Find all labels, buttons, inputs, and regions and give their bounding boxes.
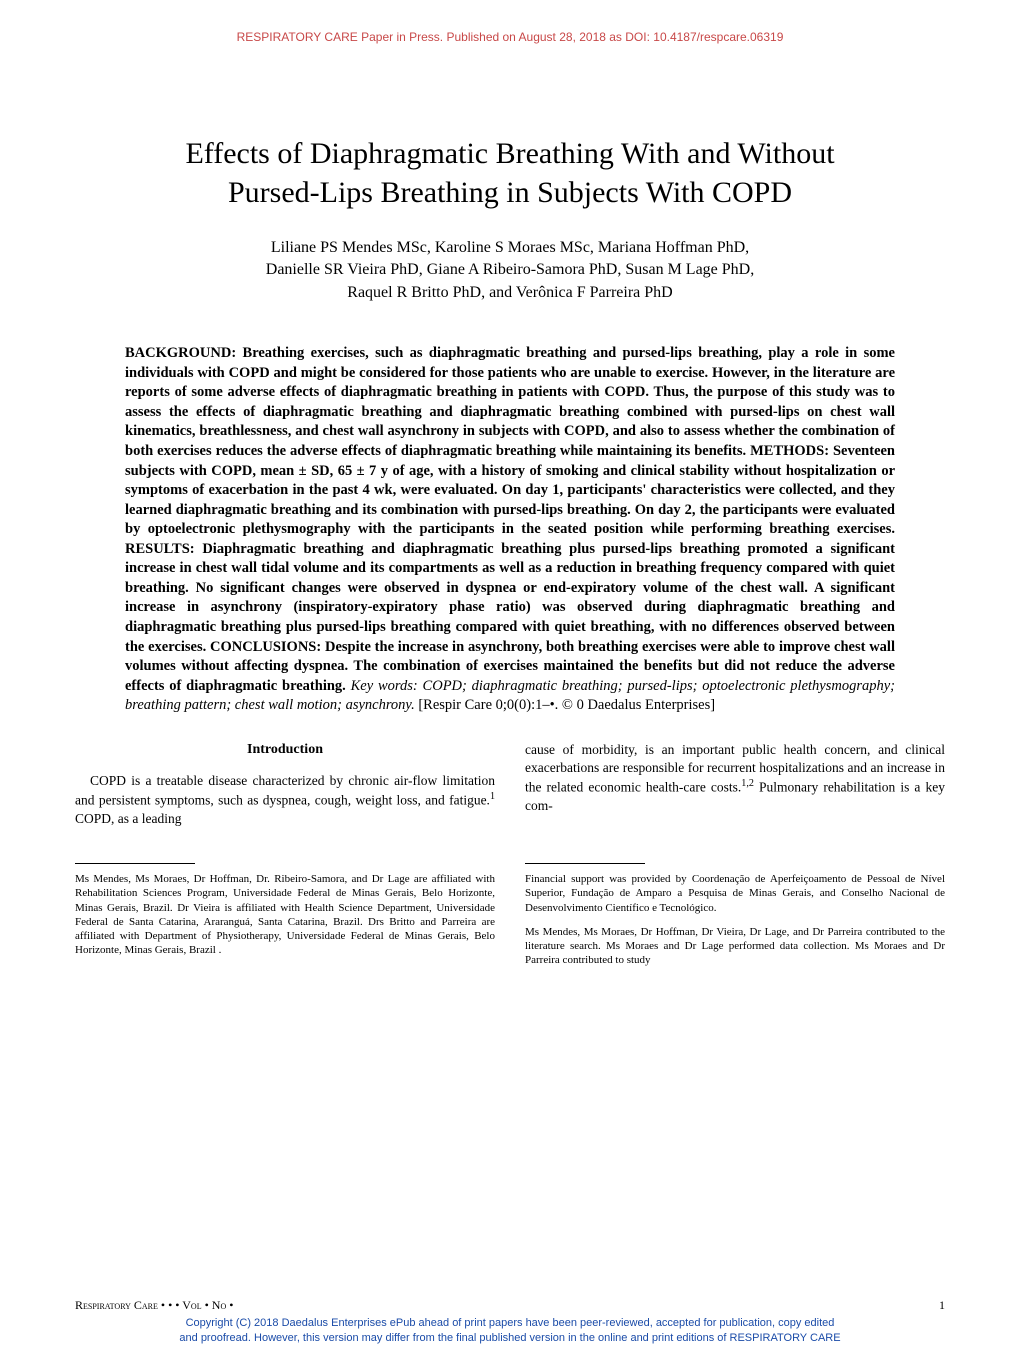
conclusions-label: CONCLUSIONS: [210,639,321,655]
citation-1-2: 1,2 [741,778,754,789]
intro-columns: Introduction COPD is a treatable disease… [75,741,945,828]
citation-text: [Respir Care 0;0(0):1–•. © 0 Daedalus En… [418,697,715,713]
intro-left-column: Introduction COPD is a treatable disease… [75,741,495,828]
background-label: BACKGROUND: [125,345,236,361]
copyright-footer: Copyright (C) 2018 Daedalus Enterprises … [75,1316,945,1345]
introduction-heading: Introduction [75,741,495,760]
footnote-separator-left [75,863,195,864]
intro-paragraph-right: cause of morbidity, is an important publ… [525,741,945,815]
journal-name-volume: Respiratory Care • • • Vol • No • [75,1298,233,1313]
results-text: Diaphragmatic breathing and diaphragmati… [125,541,895,655]
title-line-2: Pursed-Lips Breathing in Subjects With C… [228,176,792,209]
background-text: Breathing exercises, such as diaphragmat… [125,345,895,459]
intro-right-column: cause of morbidity, is an important publ… [525,741,945,828]
footnote-right-column: Financial support was provided by Coorde… [525,843,945,968]
citation-1: 1 [490,791,495,802]
results-label: RESULTS: [125,541,195,557]
authors-block: Liliane PS Mendes MSc, Karoline S Moraes… [75,237,945,304]
authors-line-2: Danielle SR Vieira PhD, Giane A Ribeiro-… [266,261,754,278]
contributions-footnote: Ms Mendes, Ms Moraes, Dr Hoffman, Dr Vie… [525,925,945,968]
methods-label: METHODS: [750,443,829,459]
footnote-separator-right [525,863,645,864]
footnote-left-column: Ms Mendes, Ms Moraes, Dr Hoffman, Dr. Ri… [75,843,495,968]
intro-left-text: COPD is a treatable disease characterize… [75,773,495,808]
title-line-1: Effects of Diaphragmatic Breathing With … [185,137,834,170]
intro-left-text-2: COPD, as a leading [75,811,181,826]
intro-paragraph-left: COPD is a treatable disease characterize… [75,772,495,828]
press-header: RESPIRATORY CARE Paper in Press. Publish… [75,30,945,44]
keywords-label: Key words: [351,678,418,694]
page-footer: Respiratory Care • • • Vol • No • 1 Copy… [75,1298,945,1345]
copyright-line-1: Copyright (C) 2018 Daedalus Enterprises … [186,1317,835,1329]
copyright-line-2: and proofread. However, this version may… [179,1332,840,1344]
funding-footnote: Financial support was provided by Coorde… [525,872,945,915]
page-number: 1 [939,1298,945,1313]
paper-title: Effects of Diaphragmatic Breathing With … [75,134,945,212]
authors-line-3: Raquel R Britto PhD, and Verônica F Parr… [347,284,672,301]
journal-footer-line: Respiratory Care • • • Vol • No • 1 [75,1298,945,1313]
authors-line-1: Liliane PS Mendes MSc, Karoline S Moraes… [271,239,749,256]
abstract-block: BACKGROUND: Breathing exercises, such as… [75,344,945,716]
footnotes-columns: Ms Mendes, Ms Moraes, Dr Hoffman, Dr. Ri… [75,843,945,968]
affiliation-footnote: Ms Mendes, Ms Moraes, Dr Hoffman, Dr. Ri… [75,872,495,958]
